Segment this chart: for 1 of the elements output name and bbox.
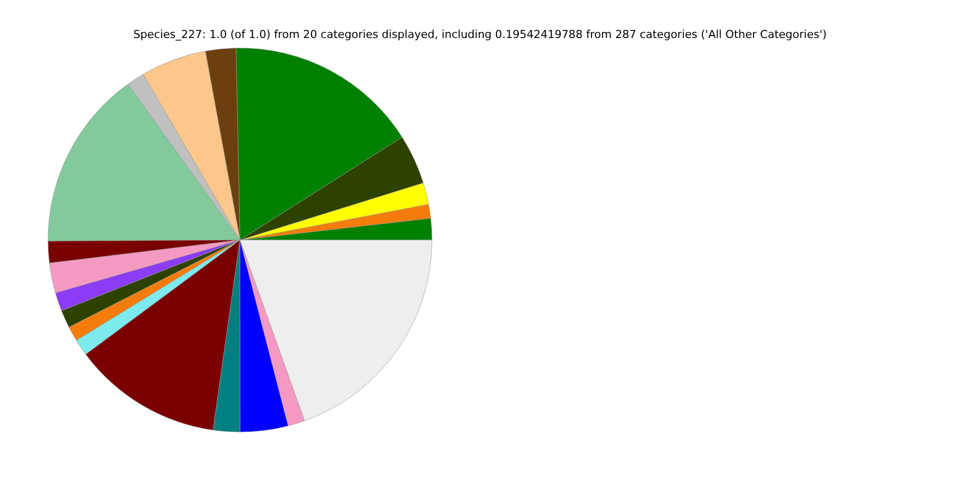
text: Species_227: 1.0 (of 1.0) from 20 categories displayed, including 0.19542419788 from 287 categories ('All Other Categories') [133, 28, 827, 41]
